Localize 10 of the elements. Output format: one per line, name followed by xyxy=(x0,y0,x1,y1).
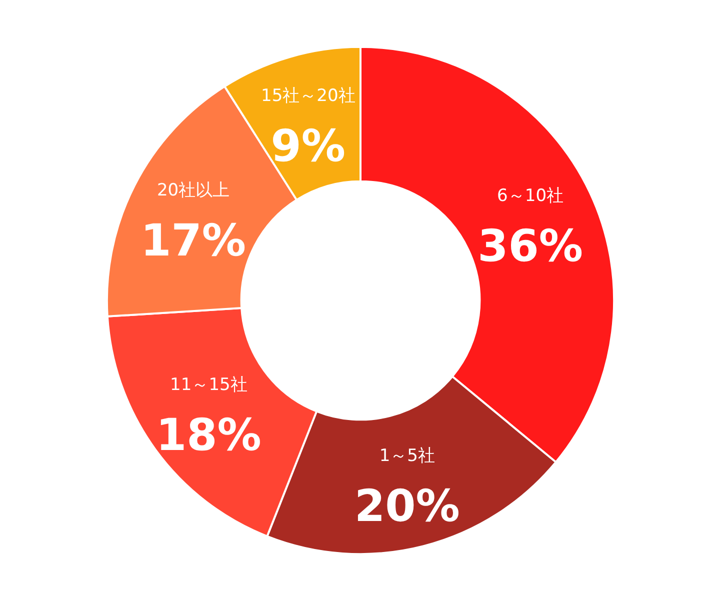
data-label: 18% xyxy=(156,410,262,461)
slice-label: 20社以上 xyxy=(156,180,230,201)
data-label: 20% xyxy=(354,480,460,532)
data-label: 9% xyxy=(270,121,346,172)
data-label: 17% xyxy=(140,216,246,267)
slice-label: 1～5社 xyxy=(379,446,435,466)
data-label: 36% xyxy=(478,220,583,272)
slice-label: 11～15社 xyxy=(170,374,248,395)
slice-label: 6～10社 xyxy=(497,186,564,206)
slice-label: 15社～20社 xyxy=(261,86,356,106)
